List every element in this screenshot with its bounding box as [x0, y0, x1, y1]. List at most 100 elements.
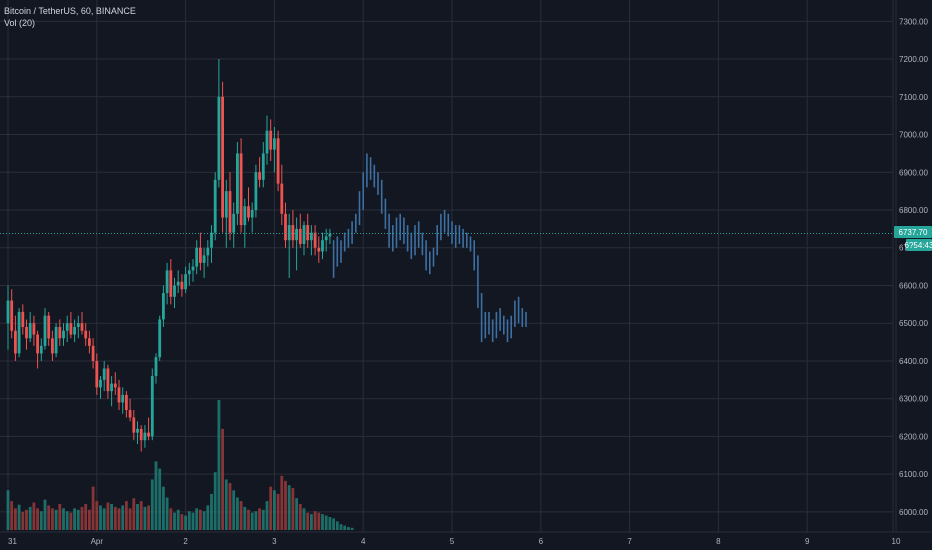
- candle-body: [324, 236, 328, 241]
- candle-body: [313, 232, 317, 248]
- candle-body: [147, 432, 150, 437]
- candle-body: [273, 138, 276, 150]
- candle-body: [169, 270, 173, 297]
- candle-body: [302, 225, 306, 244]
- volume-bar: [91, 486, 95, 530]
- volume-bar: [136, 504, 139, 530]
- candle-body: [51, 338, 54, 354]
- candle-body: [162, 293, 165, 320]
- volume-bar: [310, 514, 313, 530]
- candlesticks: [6, 59, 332, 452]
- volume-bar: [269, 486, 273, 530]
- volume-bar: [317, 512, 321, 530]
- volume-bar: [291, 488, 295, 530]
- candle-body: [106, 368, 110, 392]
- volume-bar: [147, 505, 150, 530]
- volume-bar: [143, 506, 147, 530]
- volume-bar: [62, 508, 65, 530]
- volume-bar: [113, 506, 117, 530]
- time-tick-label: 2: [183, 537, 188, 546]
- candle-body: [184, 274, 187, 290]
- volume-bar: [191, 512, 195, 530]
- volume-bar: [324, 515, 328, 530]
- candle-body: [173, 285, 176, 297]
- candle-body: [239, 153, 243, 226]
- volume-bar: [287, 485, 291, 530]
- candle-body: [69, 323, 73, 335]
- volume-bar: [162, 486, 165, 530]
- volume-bar: [102, 508, 106, 530]
- price-tick-label: 7300.00: [899, 17, 928, 26]
- price-tick-label: 7000.00: [899, 131, 928, 140]
- volume-bar: [195, 508, 199, 530]
- time-axis[interactable]: 31 Apr 2 3 4 5 6 7 8 9 10: [8, 537, 901, 546]
- volume-bar: [10, 501, 14, 530]
- volume-bar: [265, 501, 269, 530]
- candle-body: [287, 225, 291, 241]
- volume-bar: [25, 509, 28, 530]
- price-tick-label: 6400.00: [899, 357, 928, 366]
- candle-body: [47, 315, 51, 339]
- volume-bar: [213, 472, 217, 530]
- candle-body: [199, 247, 202, 263]
- volume-bar: [173, 512, 176, 530]
- candle-body: [14, 330, 17, 354]
- candle-body: [80, 323, 84, 331]
- volume-bar: [250, 512, 254, 530]
- candle-body: [102, 368, 106, 380]
- candle-body: [39, 345, 43, 354]
- volume-bar: [125, 501, 128, 530]
- volume-bar: [180, 514, 184, 530]
- time-tick-label: 9: [805, 537, 810, 546]
- symbol-title[interactable]: Bitcoin / TetherUS, 60, BINANCE: [4, 6, 136, 16]
- candle-body: [261, 153, 265, 180]
- volume-bar: [176, 509, 180, 530]
- candle-body: [32, 323, 36, 335]
- candle-body: [243, 206, 247, 226]
- candle-body: [110, 383, 113, 392]
- price-tick-label: 6300.00: [899, 395, 928, 404]
- candle-body: [187, 270, 191, 275]
- volume-bar: [21, 511, 25, 530]
- candle-body: [224, 191, 228, 218]
- price-tick-label: 6500.00: [899, 319, 928, 328]
- volume-bar: [139, 501, 143, 530]
- candle-body: [310, 232, 313, 241]
- volume-bar: [258, 508, 261, 530]
- volume-bar: [276, 493, 280, 530]
- candle-body: [217, 96, 221, 180]
- volume-bar: [321, 514, 324, 530]
- candle-body: [99, 379, 102, 388]
- candle-body: [276, 138, 280, 184]
- volume-bar: [117, 508, 121, 530]
- volume-bar: [32, 502, 36, 530]
- candle-body: [84, 330, 88, 339]
- price-tick-label: 7100.00: [899, 93, 928, 102]
- candle-body: [228, 191, 232, 233]
- candle-body: [136, 428, 139, 433]
- volume-bar: [206, 505, 210, 530]
- volume-bar: [58, 504, 62, 530]
- volume-bar: [51, 508, 54, 530]
- volume-bar: [284, 480, 287, 530]
- candle-body: [265, 130, 269, 154]
- price-tick-label: 7200.00: [899, 55, 928, 64]
- price-tick-label: 6200.00: [899, 432, 928, 441]
- candle-body: [43, 315, 47, 346]
- candle-body: [17, 311, 21, 354]
- candle-body: [132, 417, 136, 433]
- candle-body: [321, 240, 324, 252]
- volume-indicator-label[interactable]: Vol (20): [4, 18, 36, 28]
- volume-bar: [99, 505, 102, 530]
- candle-body: [143, 432, 147, 441]
- time-tick-label: Apr: [91, 537, 104, 546]
- candle-body: [291, 225, 295, 241]
- candle-body: [247, 206, 250, 218]
- volume-bar: [335, 521, 339, 530]
- price-tick-label: 6100.00: [899, 470, 928, 479]
- volume-bar: [84, 504, 88, 530]
- volume-bar: [350, 527, 354, 530]
- time-tick-label: 3: [272, 537, 277, 546]
- time-tick-label: 10: [892, 537, 901, 546]
